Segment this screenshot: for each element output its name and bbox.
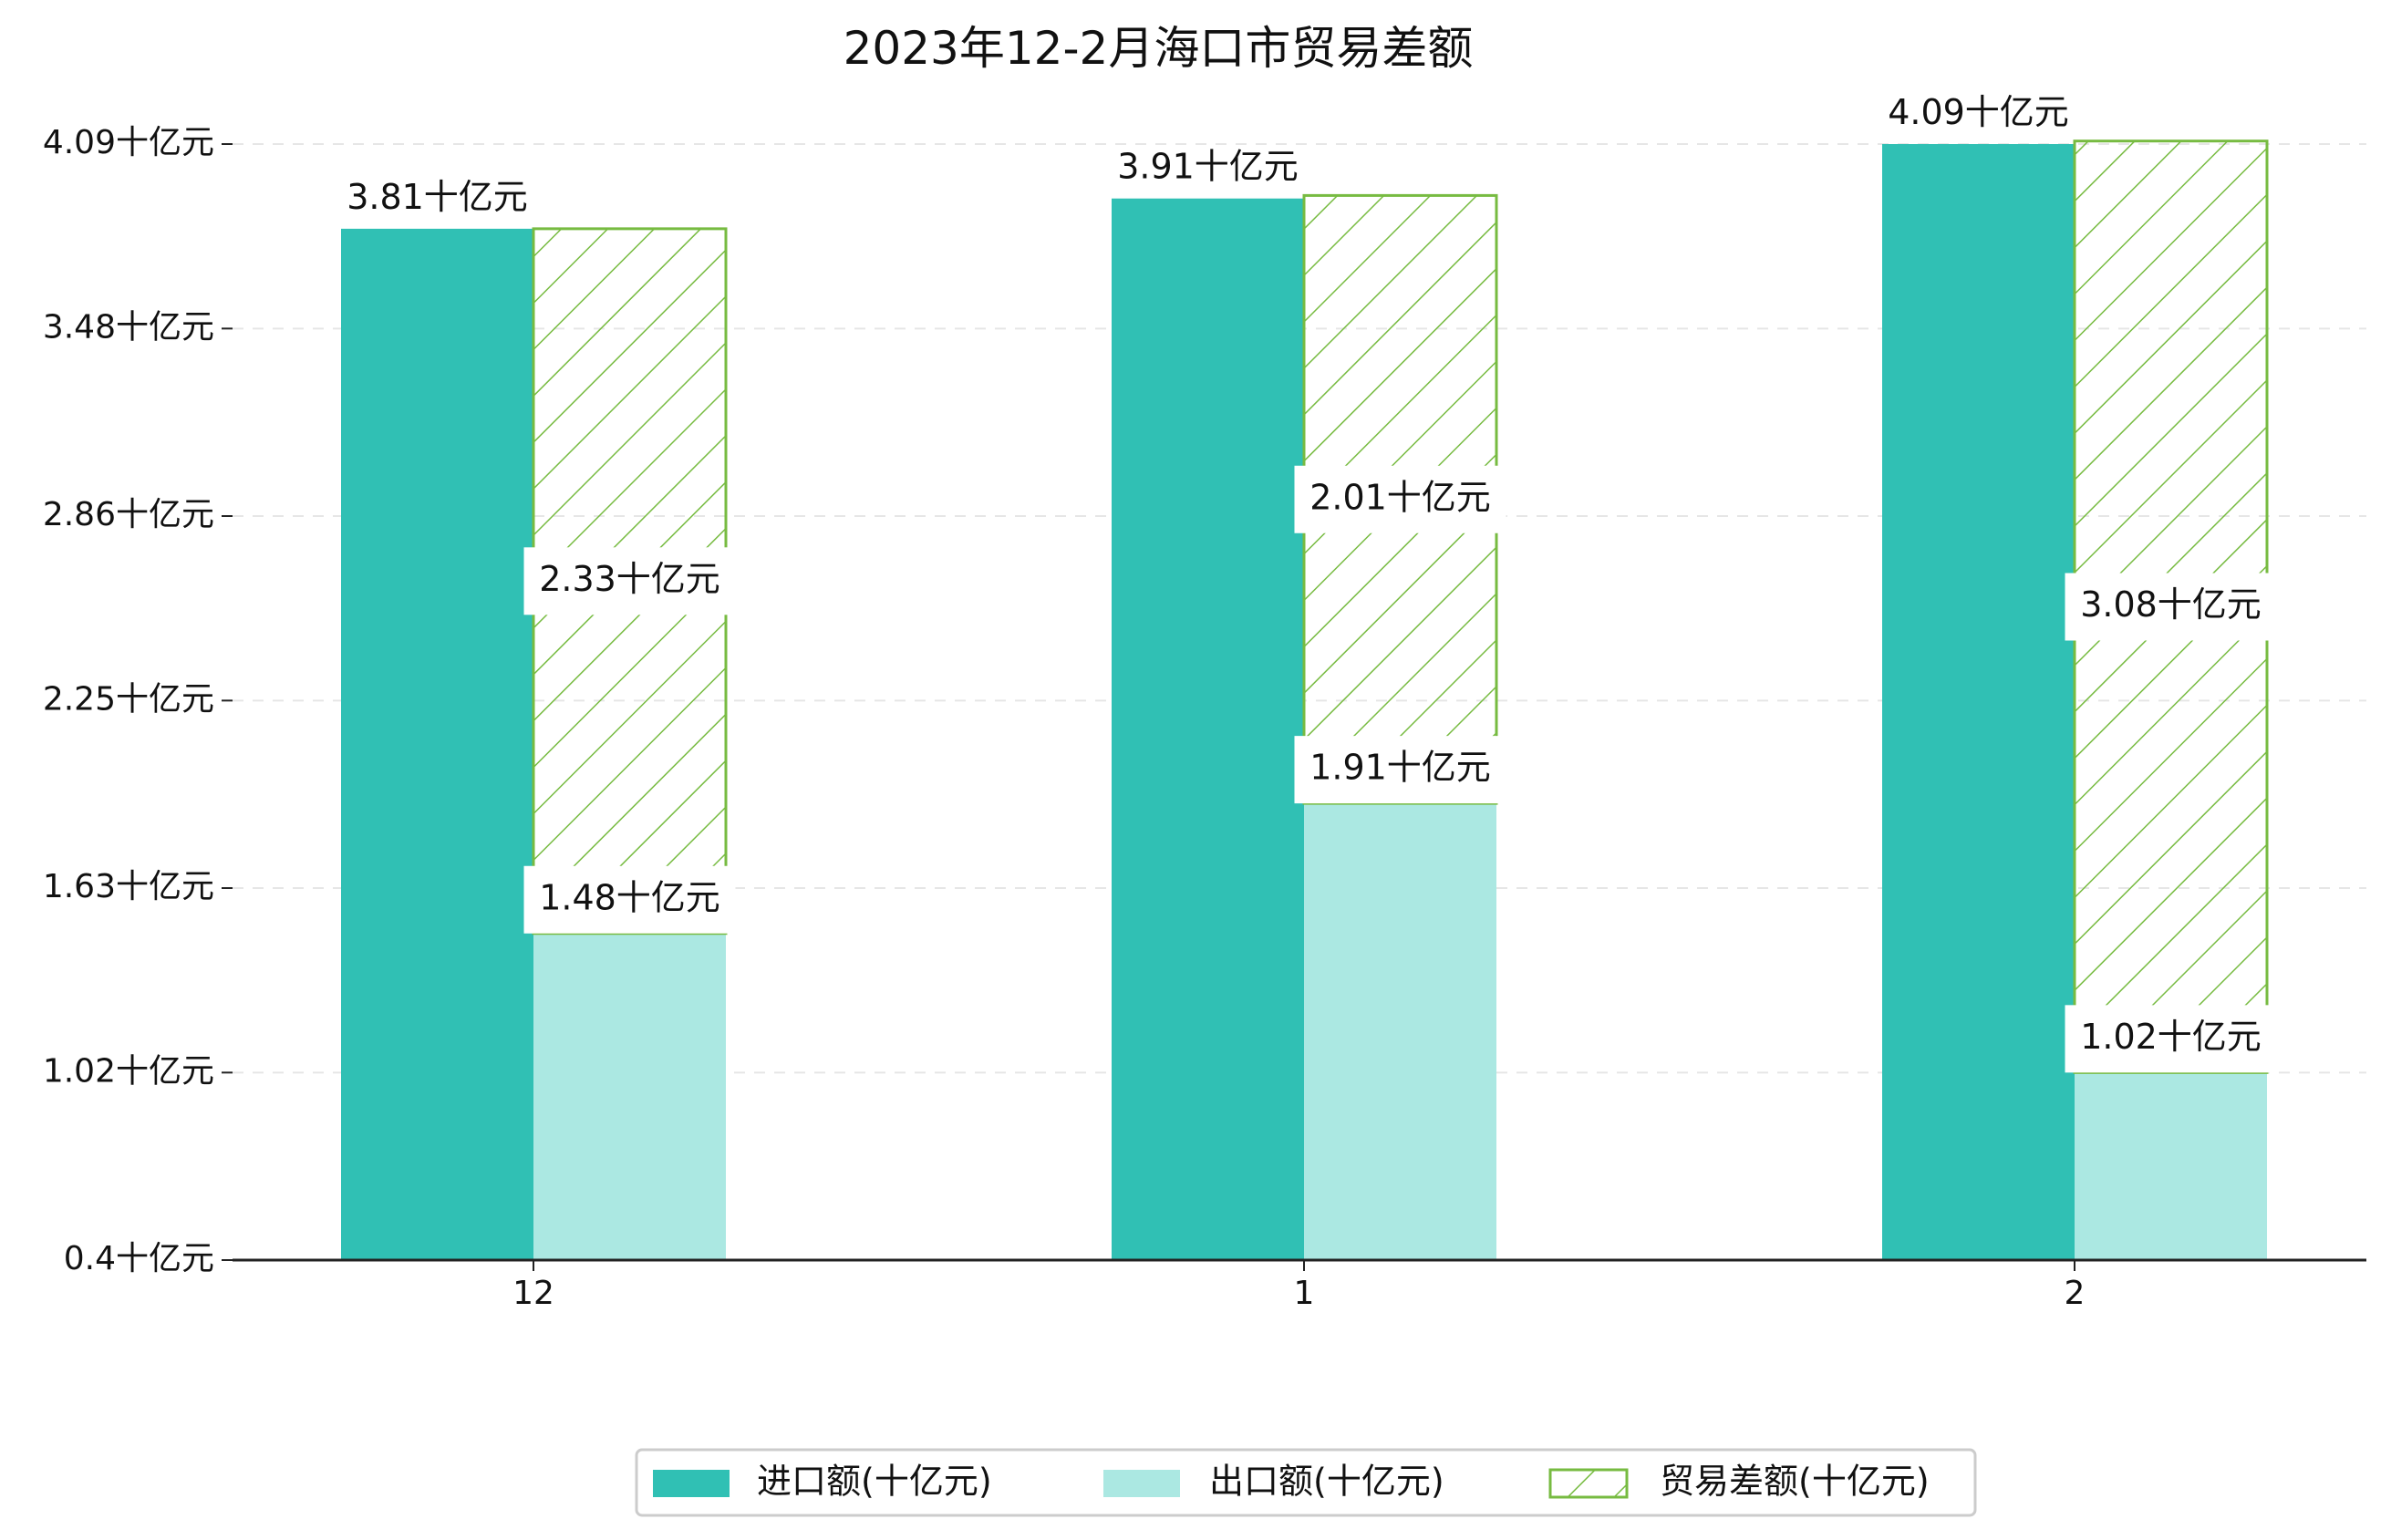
legend-label: 出口额(十亿元): [1209, 1462, 1444, 1502]
bar-import: [1112, 198, 1304, 1261]
label-box: [2065, 573, 2277, 641]
legend-item-export[interactable]: 出口额(十亿元): [1103, 1462, 1444, 1502]
y-tick-label: 3.48十亿元: [43, 308, 214, 346]
legend-swatch: [653, 1470, 730, 1497]
bar-export: [1304, 803, 1496, 1260]
bars-layer: [341, 140, 2269, 1261]
y-tick-label: 1.02十亿元: [43, 1052, 214, 1090]
bar-export: [2075, 1072, 2267, 1260]
legend-label: 进口额(十亿元): [757, 1462, 992, 1502]
data-label-export: 1.48十亿元: [539, 877, 720, 917]
data-label-import: 3.91十亿元: [1117, 147, 1299, 187]
data-label-import: 4.09十亿元: [1888, 92, 2069, 132]
y-tick-label: 4.09十亿元: [43, 124, 214, 161]
legend-frame: [635, 1448, 1977, 1517]
legend-item-import[interactable]: 进口额(十亿元): [653, 1462, 992, 1502]
y-tick-label: 2.25十亿元: [43, 680, 214, 718]
data-label-import: 3.81十亿元: [347, 177, 528, 217]
data-label-export: 1.02十亿元: [2080, 1017, 2262, 1057]
bar-export: [533, 933, 726, 1260]
chart-title: 2023年12-2月海口市贸易差额: [844, 22, 1474, 75]
legend-swatch: [1103, 1470, 1180, 1497]
label-box: [523, 865, 736, 934]
x-axis: 12 1 2: [233, 1258, 2366, 1312]
data-labels-layer: 3.81十亿元 2.33十亿元 1.48十亿元 3.91十亿元 2.01十亿元 1.91十…: [347, 92, 2277, 1073]
data-label-export: 1.91十亿元: [1309, 748, 1491, 788]
bar-import: [1882, 144, 2075, 1260]
y-tick-label: 0.4十亿元: [64, 1240, 214, 1277]
legend-label: 贸易差额(十亿元): [1660, 1462, 1930, 1502]
x-tick-label: 2: [2065, 1275, 2086, 1312]
label-box: [1294, 465, 1506, 533]
data-label-trade-balance: 2.01十亿元: [1309, 477, 1491, 517]
legend-item-trade-balance[interactable]: 贸易差额(十亿元): [1548, 1462, 1930, 1502]
data-label-trade-balance: 2.33十亿元: [539, 559, 720, 599]
x-tick-label: 1: [1294, 1275, 1315, 1312]
label-box: [1294, 736, 1506, 804]
y-tick-label: 1.63十亿元: [43, 868, 214, 905]
y-tick-label: 2.86十亿元: [43, 496, 214, 533]
bar-import: [341, 228, 533, 1260]
legend[interactable]: 进口额(十亿元) 出口额(十亿元) 贸易差额(十亿元): [635, 1448, 1977, 1517]
data-label-trade-balance: 3.08十亿元: [2080, 584, 2262, 625]
x-tick-label: 12: [512, 1275, 554, 1312]
label-box: [523, 547, 736, 615]
label-box: [2065, 1005, 2277, 1073]
legend-swatch: [1548, 1468, 1629, 1499]
y-axis: 0.4十亿元 1.02十亿元 1.63十亿元 2.25十亿元 2.86十亿元 3.48十亿…: [43, 124, 233, 1277]
